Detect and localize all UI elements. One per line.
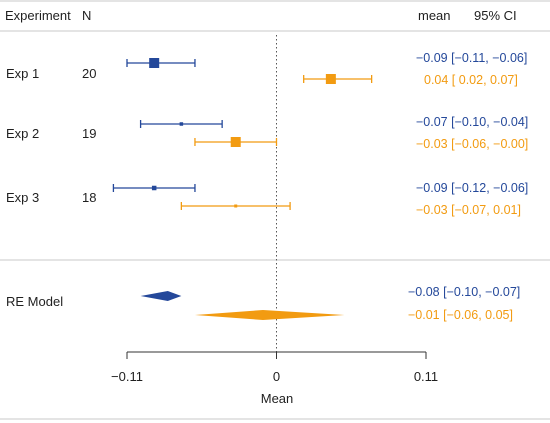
- header-experiment: Experiment: [5, 8, 71, 23]
- ci-text-exp-3-blue: −0.09 [−0.12, −0.06]: [416, 181, 528, 195]
- header-mean: mean: [418, 8, 451, 23]
- point-estimate-exp-2-1: [230, 137, 241, 147]
- row-n-exp-3: 18: [82, 190, 96, 205]
- ci-text-exp-2-orange: −0.03 [−0.06, −0.00]: [416, 137, 528, 151]
- summary-label: RE Model: [6, 294, 63, 309]
- x-tick-label-2: 0.11: [414, 369, 438, 384]
- summary-diamond-0: [140, 291, 182, 301]
- x-tick-label-0: −0.11: [111, 369, 143, 384]
- point-estimate-exp-2-0: [179, 122, 184, 126]
- x-tick-label-1: 0: [273, 369, 280, 384]
- row-n-exp-1: 20: [82, 66, 96, 81]
- ci-text-exp-3-orange: −0.03 [−0.07, 0.01]: [416, 203, 521, 217]
- ci-text-exp-1-orange: 0.04 [ 0.02, 0.07]: [424, 73, 518, 87]
- row-label-exp-2: Exp 2: [6, 126, 39, 141]
- ci-text-summary-blue: −0.08 [−0.10, −0.07]: [408, 285, 520, 299]
- ci-text-summary-orange: −0.01 [−0.06, 0.05]: [408, 308, 513, 322]
- point-estimate-exp-1-1: [325, 74, 336, 84]
- summary-diamond-1: [194, 310, 345, 320]
- row-label-exp-1: Exp 1: [6, 66, 39, 81]
- row-n-exp-2: 19: [82, 126, 96, 141]
- x-axis-title: Mean: [261, 391, 294, 406]
- point-estimate-exp-1-0: [149, 58, 160, 68]
- point-estimate-exp-3-1: [234, 204, 238, 208]
- header-ci: 95% CI: [474, 8, 517, 23]
- ci-text-exp-2-blue: −0.07 [−0.10, −0.04]: [416, 115, 528, 129]
- ci-text-exp-1-blue: −0.09 [−0.11, −0.06]: [416, 51, 527, 65]
- marks-layer: −0.11 0 0.11: [111, 35, 438, 384]
- point-estimate-exp-3-0: [151, 185, 157, 191]
- row-label-exp-3: Exp 3: [6, 190, 39, 205]
- header-n: N: [82, 8, 91, 23]
